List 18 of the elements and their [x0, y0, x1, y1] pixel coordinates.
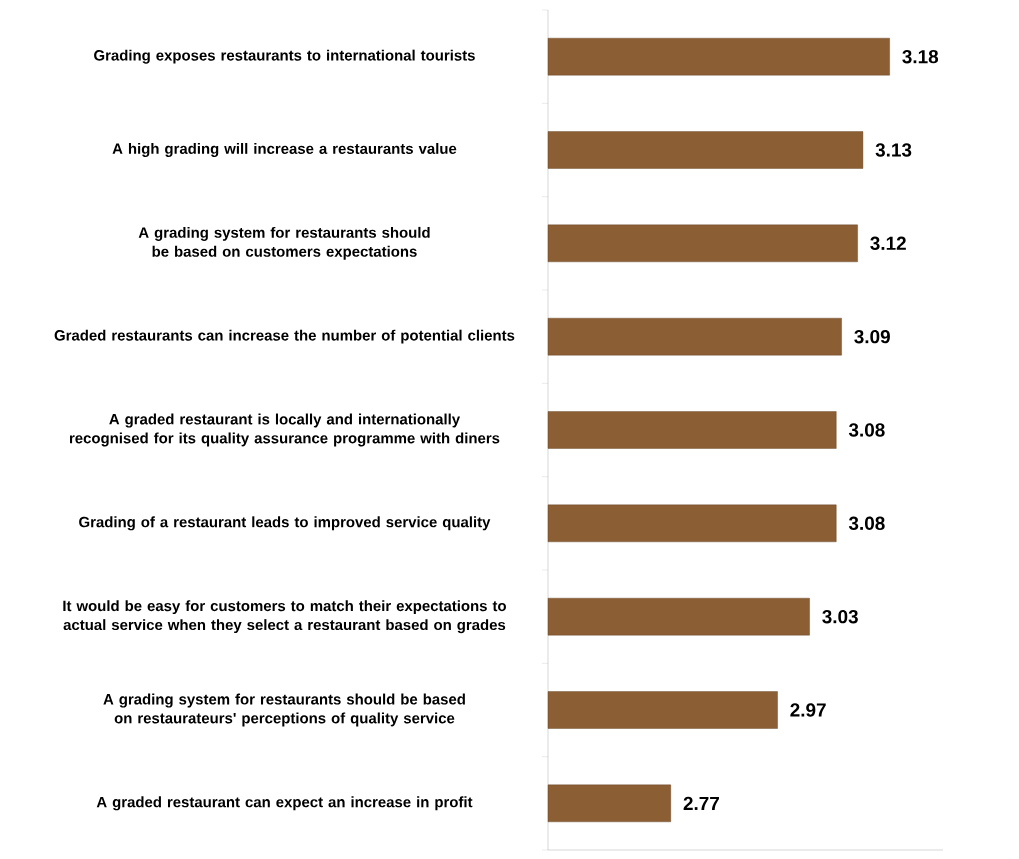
- y-tick-label: A grading system for restaurants should be based on restaurateurs' perceptions of quality service: [103, 693, 465, 727]
- data-label: 3.13: [875, 143, 912, 157]
- y-tick-label: Graded restaurants can increase the number of potential clients: [54, 329, 515, 344]
- y-tick-label: Grading exposes restaurants to international tourists: [94, 49, 475, 64]
- data-label: 2.77: [683, 796, 719, 810]
- y-tick-label: A high grading will increase a restaurants value: [112, 143, 457, 157]
- data-label: 3.08: [848, 423, 885, 437]
- data-label: 3.18: [902, 49, 939, 64]
- y-tick-label: Grading of a restaurant leads to improved service quality: [79, 516, 491, 531]
- y-tick-label: It would be easy for customers to match their expectations to actual service when they select a restaurant based on grades: [63, 600, 506, 634]
- y-tick-label: A graded restaurant can expect an increase in profit: [96, 796, 473, 811]
- data-label: 2.97: [790, 703, 826, 717]
- y-tick-label: A graded restaurant is locally and internationally recognised for its quality assurance programme with diners: [69, 413, 500, 447]
- y-tick-label: A grading system for restaurants should be based on customers expectations: [138, 226, 430, 260]
- data-label: 3.08: [848, 516, 885, 531]
- data-label: 3.03: [822, 609, 858, 624]
- data-label: 3.12: [870, 236, 906, 251]
- data-label: 3.09: [854, 329, 890, 344]
